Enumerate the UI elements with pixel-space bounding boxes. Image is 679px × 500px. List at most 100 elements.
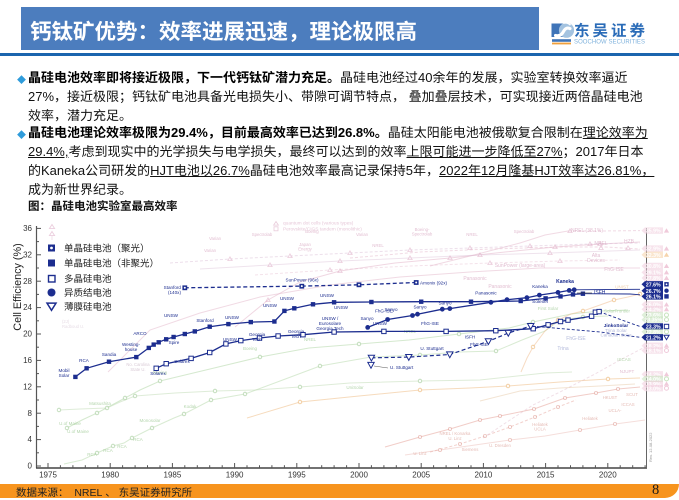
svg-text:Georgia: Georgia [249,332,266,338]
svg-text:house: house [125,347,138,353]
svg-text:Panasonic: Panasonic [463,275,487,282]
svg-text:HKUST: HKUST [603,395,618,401]
svg-text:36: 36 [23,223,32,234]
svg-text:Varian: Varian [209,236,222,242]
svg-text:UNSW: UNSW [263,303,278,309]
svg-text:Spectrolab: Spectrolab [252,232,273,238]
svg-text:Sanyo: Sanyo [438,301,451,307]
svg-text:Siemens: Siemens [462,447,479,453]
svg-text:32.3%: 32.3% [646,252,661,259]
svg-text:NREL: NREL [372,243,384,249]
svg-text:Boeing: Boeing [243,346,258,352]
svg-text:Solar: Solar [59,373,70,379]
svg-text:FhG-ISE: FhG-ISE [470,342,488,348]
svg-text:SunPower (large-area): SunPower (large-area) [495,262,546,269]
svg-text:27.6%: 27.6% [646,281,661,288]
svg-text:Kodak: Kodak [184,404,198,410]
svg-text:单晶硅电池（聚光）: 单晶硅电池（聚光） [64,240,150,254]
svg-text:Tech: Tech [291,334,301,340]
svg-text:14.2%: 14.2% [646,371,661,378]
svg-text:RCA: RCA [87,452,97,458]
svg-text:FhG-ISE: FhG-ISE [421,321,439,327]
svg-text:23.3%: 23.3% [646,324,661,331]
svg-text:2000: 2000 [350,470,368,481]
svg-text:SCUT: SCUT [626,392,638,398]
svg-text:Heliatek: Heliatek [582,416,598,422]
svg-text:UNSW: UNSW [280,296,295,302]
svg-text:22.8%: 22.8% [646,329,661,336]
svg-text:23.35%: 23.35% [644,317,662,324]
svg-text:UNSW: UNSW [373,321,388,327]
svg-text:Sanyo: Sanyo [413,305,426,311]
svg-text:24: 24 [23,302,32,313]
svg-text:Perovskite/CIGS tandem (monoli: Perovskite/CIGS tandem (monolithic) [283,226,362,233]
svg-text:JinkoSolar: JinkoSolar [604,322,629,329]
svg-text:18.1%: 18.1% [646,348,661,355]
svg-text:SolarFrontier: SolarFrontier [604,309,631,315]
svg-text:14.0%: 14.0% [646,376,661,383]
svg-text:RCA: RCA [103,448,113,454]
svg-text:Kaneka: Kaneka [556,278,574,285]
svg-text:Spire: Spire [169,340,180,346]
svg-text:SOOCHOW SECURITIES: SOOCHOW SECURITIES [574,37,645,46]
svg-text:多晶硅电池: 多晶硅电池 [64,271,112,285]
svg-text:Varian: Varian [356,232,369,238]
svg-text:Panasonic: Panasonic [475,291,497,297]
svg-text:UNSW: UNSW [225,315,240,321]
svg-text:U. Dresden: U. Dresden [489,443,511,449]
svg-text:Spectrolab: Spectrolab [412,232,433,238]
svg-text:Westing-: Westing- [122,342,141,348]
svg-text:Georgia: Georgia [288,329,305,335]
svg-text:8: 8 [28,408,33,419]
svg-text:ISCAS: ISCAS [617,357,631,363]
svg-text:ISFH: ISFH [465,335,475,341]
svg-text:Solarex: Solarex [150,371,166,377]
svg-text:Trina: Trina [557,345,568,352]
svg-text:HZB: HZB [624,238,635,245]
svg-text:UNSW /: UNSW / [322,316,339,322]
svg-text:2020: 2020 [599,470,617,481]
svg-text:NREL: NREL [594,240,608,247]
svg-text:1980: 1980 [101,470,119,481]
svg-text:U. Stuttgart: U. Stuttgart [390,365,414,371]
svg-text:Alta: Alta [592,252,601,259]
svg-text:28: 28 [23,276,32,287]
svg-text:FhG-ISE: FhG-ISE [566,335,586,342]
svg-text:13.0%: 13.0% [646,385,661,392]
svg-text:U.of Maine: U.of Maine [67,429,89,435]
svg-text:FhG-ISE: FhG-ISE [604,266,624,273]
svg-text:Boeing: Boeing [305,229,319,235]
svg-text:26.7%: 26.7% [646,288,661,295]
svg-text:Stanford: Stanford [196,318,214,324]
svg-text:UNSW: UNSW [164,313,179,319]
svg-text:Japan: Japan [299,242,311,248]
svg-text:First Solar: First Solar [538,306,559,312]
svg-text:Trina Solar: Trina Solar [605,328,627,334]
svg-text:29.1%: 29.1% [646,270,661,277]
svg-text:RCA: RCA [79,358,90,364]
svg-text:Spectrolab: Spectrolab [514,229,535,235]
svg-text:ICCAS: ICCAS [621,402,634,408]
svg-text:ISFH: ISFH [594,289,606,296]
svg-text:(2J): (2J) [62,319,70,325]
svg-text:Boeing-: Boeing- [415,227,430,233]
svg-text:Panasonic: Panasonic [488,283,512,290]
svg-text:2010: 2010 [475,470,493,481]
svg-text:Tech: Tech [252,337,262,343]
svg-text:Solexel: Solexel [532,298,548,305]
svg-text:Rev. 12-08-2022: Rev. 12-08-2022 [648,432,654,462]
svg-text:ARCO: ARCO [133,331,147,337]
svg-text:20: 20 [23,329,32,340]
svg-text:(140x): (140x) [168,290,181,296]
svg-text:Energy: Energy [298,247,312,253]
svg-text:30.8%: 30.8% [646,263,661,270]
svg-text:12: 12 [23,381,32,392]
svg-text:Stanford: Stanford [164,285,182,291]
svg-text:NJUPT: NJUPT [620,369,635,375]
svg-text:Devices: Devices [587,257,605,264]
svg-text:U. Linz: U. Linz [413,451,426,457]
svg-text:Matsushita: Matsushita [89,401,111,407]
svg-text:24.2%: 24.2% [646,306,661,313]
svg-text:Heliatek: Heliatek [532,422,548,428]
svg-text:Cell Efficiency (%): Cell Efficiency (%) [9,243,25,330]
